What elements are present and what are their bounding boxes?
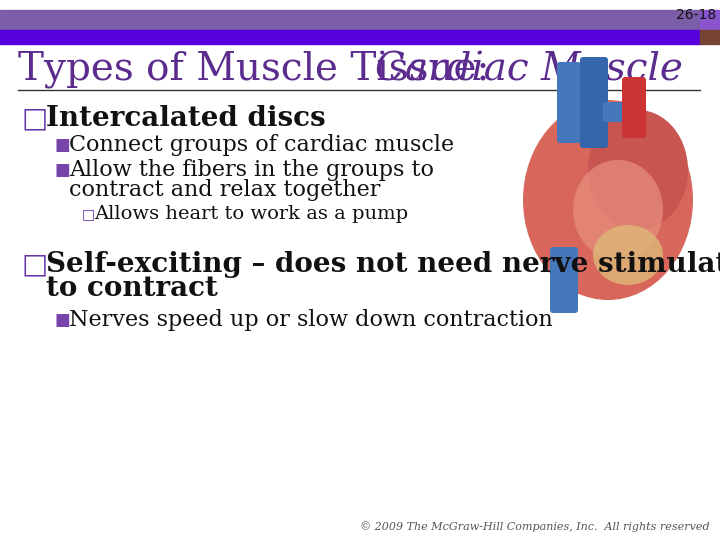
Text: Intercalated discs: Intercalated discs xyxy=(46,105,325,132)
Bar xyxy=(700,30,720,44)
Text: Allow the fibers in the groups to: Allow the fibers in the groups to xyxy=(69,159,434,181)
Ellipse shape xyxy=(523,100,693,300)
FancyBboxPatch shape xyxy=(580,57,608,148)
Text: Connect groups of cardiac muscle: Connect groups of cardiac muscle xyxy=(69,134,454,156)
Text: ■: ■ xyxy=(55,136,71,154)
Text: □: □ xyxy=(82,207,95,221)
Text: Types of Muscle Tissue:: Types of Muscle Tissue: xyxy=(18,51,502,89)
Text: contract and relax together: contract and relax together xyxy=(69,179,380,201)
FancyBboxPatch shape xyxy=(550,247,578,313)
Ellipse shape xyxy=(588,110,688,230)
Bar xyxy=(700,10,720,30)
Text: Nerves speed up or slow down contraction: Nerves speed up or slow down contraction xyxy=(69,309,553,331)
Text: Allows heart to work as a pump: Allows heart to work as a pump xyxy=(94,205,408,223)
Text: ■: ■ xyxy=(55,161,71,179)
Text: Self-exciting – does not need nerve stimulation: Self-exciting – does not need nerve stim… xyxy=(46,251,720,278)
Ellipse shape xyxy=(573,160,663,260)
Text: © 2009 The McGraw-Hill Companies, Inc.  All rights reserved: © 2009 The McGraw-Hill Companies, Inc. A… xyxy=(361,521,710,532)
FancyBboxPatch shape xyxy=(557,62,581,143)
Text: □: □ xyxy=(22,104,48,132)
Text: ■: ■ xyxy=(55,311,71,329)
FancyBboxPatch shape xyxy=(622,77,646,138)
Bar xyxy=(0,30,700,44)
Ellipse shape xyxy=(593,225,663,285)
Text: □: □ xyxy=(22,250,48,278)
Text: 26-18: 26-18 xyxy=(676,8,716,22)
Text: to contract: to contract xyxy=(46,274,218,301)
Text: Cardiac Muscle: Cardiac Muscle xyxy=(375,51,683,89)
Bar xyxy=(0,10,700,30)
FancyBboxPatch shape xyxy=(603,102,637,122)
